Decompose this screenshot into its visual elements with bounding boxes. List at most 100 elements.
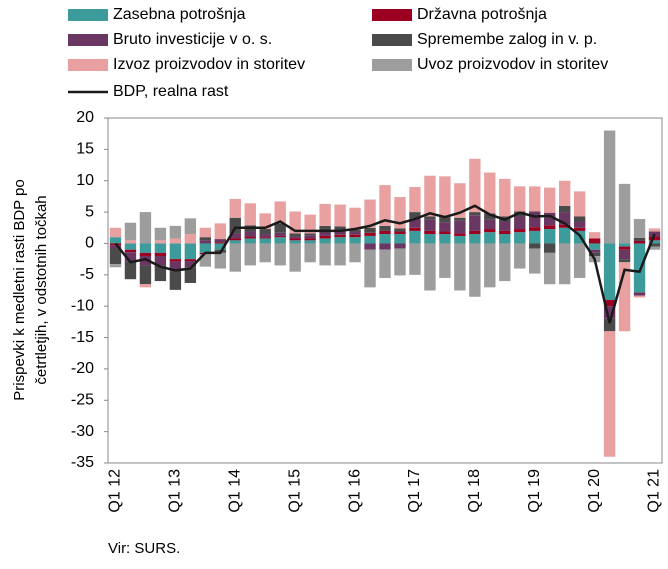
bar-segment — [618, 249, 631, 260]
bar-segment — [514, 232, 526, 244]
bar-segment — [558, 205, 571, 213]
bar-segment — [109, 248, 122, 265]
bar-segment — [169, 238, 182, 244]
bar-segment — [244, 231, 256, 237]
y-tick-label: -20 — [71, 360, 94, 377]
bar-segment — [334, 204, 346, 227]
gdp-line — [114, 204, 656, 324]
bar-segment — [424, 219, 436, 231]
bar-segment — [199, 254, 212, 267]
bar-segment — [379, 243, 391, 250]
bar-segment — [439, 243, 451, 278]
bar-segment — [199, 237, 212, 241]
y-tick-label: -35 — [71, 454, 94, 471]
bar-segment — [289, 233, 301, 237]
bar-segment — [364, 199, 376, 228]
bar-segment — [364, 243, 376, 250]
bar-segment — [618, 243, 631, 247]
bar-segment — [154, 227, 167, 241]
bar-segment — [484, 172, 496, 214]
bar-segment — [439, 176, 451, 218]
bar-segment — [304, 233, 316, 236]
bar-segment — [214, 242, 226, 244]
bar-segment — [469, 230, 481, 235]
bar-segment — [274, 235, 286, 238]
bar-segment — [319, 230, 331, 236]
bar-segment — [529, 227, 541, 231]
bar-segment — [603, 299, 616, 307]
y-tick-label: 5 — [85, 203, 94, 220]
bar-segment — [484, 219, 496, 230]
bar-segment — [349, 229, 361, 232]
bar-segment — [274, 201, 286, 224]
bar-segment — [154, 252, 167, 256]
bar-segment — [454, 217, 466, 221]
bar-segment — [648, 236, 661, 241]
bar-segment — [109, 237, 122, 244]
bar-segment — [544, 229, 556, 244]
bar-segment — [633, 218, 646, 238]
bar-segment — [499, 243, 511, 282]
bar-segment — [588, 252, 601, 256]
bar-segment — [573, 191, 586, 217]
bar-segment — [424, 243, 436, 291]
bar-segment — [334, 226, 346, 232]
bar-segment — [364, 249, 376, 288]
x-tick-label: Q1 15 — [286, 469, 303, 513]
bar-segment — [199, 243, 212, 253]
bar-segment — [184, 243, 197, 260]
bar-segment — [244, 238, 256, 244]
bar-segment — [169, 243, 182, 260]
bar-segment — [439, 234, 451, 244]
bar-segment — [184, 267, 197, 283]
bar-segment — [304, 235, 316, 239]
legend-label: Uvoz proizvodov in storitev — [417, 56, 608, 73]
bar-segment — [289, 211, 301, 234]
bar-segment — [229, 238, 241, 241]
bar-segment — [139, 243, 152, 253]
bar-segment — [648, 240, 661, 244]
bar-segment — [304, 243, 316, 263]
bar-segment — [514, 216, 526, 230]
bar-segment — [409, 230, 421, 244]
source-note: Vir: SURS. — [108, 540, 180, 557]
x-tick-label: Q1 14 — [226, 469, 243, 513]
bar-segment — [124, 249, 137, 253]
bar-segment — [529, 186, 541, 212]
bar-segment — [229, 243, 241, 272]
bar-segment — [184, 234, 197, 244]
bar-segment — [199, 240, 212, 244]
y-tick-label: -15 — [71, 329, 94, 346]
bar-segment — [603, 318, 616, 332]
bar-segment — [588, 232, 601, 239]
bar-segment — [558, 180, 571, 206]
bar-segment — [184, 261, 197, 268]
legend-label: Državna potrošnja — [417, 6, 547, 23]
bar-segment — [214, 239, 226, 243]
legend-swatch — [372, 9, 412, 21]
bar-segment — [424, 175, 436, 217]
bar-segment — [109, 227, 122, 238]
bar-segment — [633, 292, 646, 296]
bar-segment — [618, 259, 631, 263]
bar-segment — [514, 229, 526, 233]
bar-segment — [169, 271, 182, 290]
bar-segment — [603, 306, 616, 319]
bar-segment — [469, 215, 481, 231]
y-tick-label: -10 — [71, 297, 94, 314]
bar-segment — [544, 252, 556, 285]
legend-label: Bruto investicije v o. s. — [113, 31, 272, 48]
bar-segment — [394, 248, 406, 276]
y-tick-label: 15 — [76, 141, 94, 158]
legend-label: Spremembe zalog in v. p. — [417, 31, 597, 48]
bar-segment — [379, 234, 391, 244]
bar-segment — [469, 158, 481, 213]
bar-segment — [349, 237, 361, 244]
bar-segment — [439, 231, 451, 235]
bar-segment — [319, 238, 331, 244]
bar-segment — [514, 243, 526, 269]
bar-segment — [274, 232, 286, 236]
x-tick-label: Q1 13 — [167, 469, 184, 513]
bar-segment — [648, 243, 661, 247]
bar-segment — [289, 243, 301, 272]
